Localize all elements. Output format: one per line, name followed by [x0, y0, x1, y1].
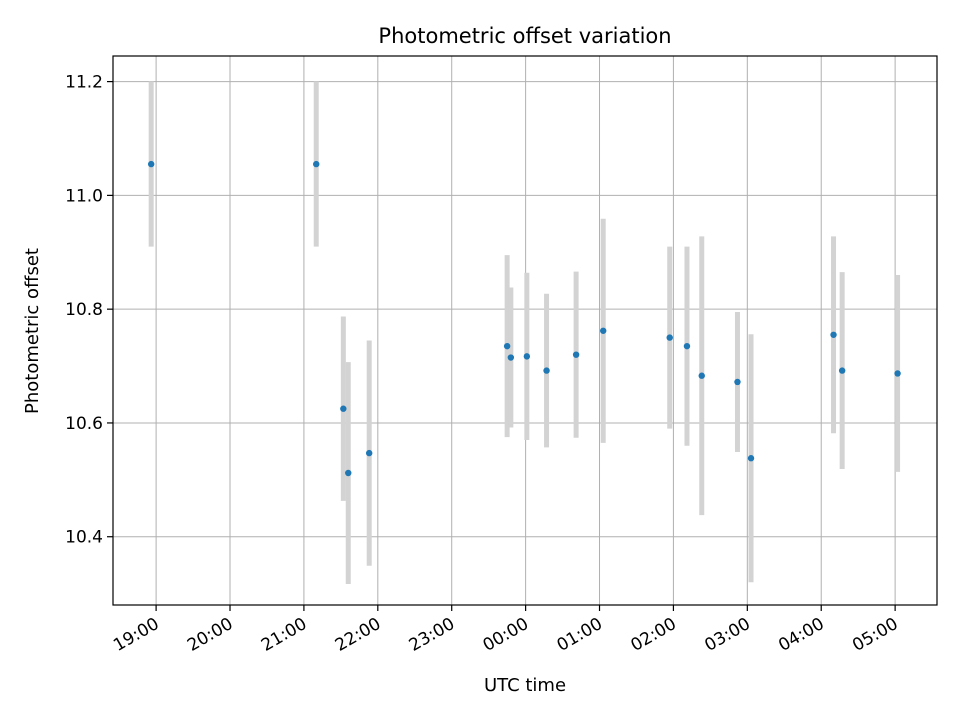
y-tick-label: 10.8 [65, 300, 103, 320]
data-point [365, 449, 373, 457]
x-tick-label: 20:00 [184, 614, 236, 656]
chart-title: Photometric offset variation [378, 24, 671, 48]
data-point [747, 455, 755, 462]
x-tick-label: 05:00 [849, 614, 901, 656]
x-tick-label: 01:00 [554, 614, 606, 656]
data-point [734, 378, 741, 386]
data-point [147, 160, 155, 168]
x-tick-label: 22:00 [332, 614, 384, 656]
errorbar-layer [148, 81, 901, 584]
y-tick-label: 10.6 [65, 414, 103, 434]
x-tick-label: 02:00 [627, 614, 679, 656]
data-point [523, 353, 531, 360]
data-point [507, 354, 515, 361]
y-axis-label: Photometric offset [22, 248, 43, 414]
data-point [503, 342, 511, 350]
point-layer [147, 160, 901, 477]
x-axis-label: UTC time [484, 675, 566, 696]
plot-frame [112, 55, 938, 606]
y-tick-label: 11.0 [65, 186, 103, 206]
data-point [345, 469, 352, 477]
y-tick-label: 10.4 [65, 528, 103, 548]
data-point [830, 331, 837, 338]
data-point [666, 334, 673, 341]
tick-layer: 19:00 20:00 21:00 22:00 23:00 00:00 01:00 02:00… [65, 73, 901, 656]
x-tick-label: 21:00 [258, 614, 310, 656]
data-point [600, 327, 607, 334]
data-point [572, 351, 580, 358]
x-tick-label: 23:00 [406, 614, 458, 656]
data-point [340, 405, 347, 412]
y-tick-label: 11.2 [65, 73, 103, 93]
x-tick-label: 19:00 [110, 614, 162, 656]
data-point [683, 342, 691, 350]
data-point [838, 367, 846, 374]
data-point [313, 160, 320, 168]
x-tick-label: 00:00 [480, 614, 532, 656]
data-point [698, 372, 705, 379]
data-point [894, 370, 901, 377]
x-tick-label: 04:00 [775, 614, 827, 656]
x-tick-label: 03:00 [701, 614, 753, 656]
data-point [543, 367, 550, 374]
